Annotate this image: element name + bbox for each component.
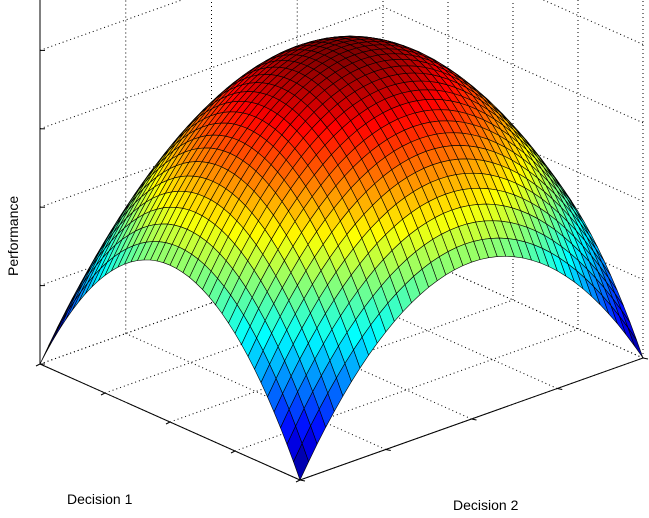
y-tick — [557, 388, 563, 390]
surface-patch — [293, 443, 309, 481]
y-tick — [642, 357, 649, 360]
y-axis-label: Decision 2 — [453, 497, 519, 513]
axis-ticks — [35, 49, 649, 483]
wall-grid-line — [542, 0, 644, 45]
x-tick — [165, 421, 171, 425]
z-axis-label: Performance — [5, 196, 21, 276]
floor-grid-line — [104, 270, 449, 394]
wall-grid-line — [39, 6, 384, 130]
floor-grid-line — [169, 299, 514, 423]
x-axis-label: Decision 1 — [67, 491, 133, 507]
wall-grid-line — [39, 0, 184, 51]
surface-patch — [627, 327, 644, 359]
y-tick — [385, 449, 391, 451]
x-tick — [100, 392, 106, 396]
x-tick — [230, 450, 236, 454]
x-tick — [35, 363, 41, 367]
surface-mesh — [39, 35, 644, 481]
y-tick — [299, 479, 306, 482]
y-tick — [471, 418, 477, 421]
x-tick — [295, 479, 301, 483]
wall-grid-line — [39, 84, 384, 208]
wall-grid-line — [39, 241, 384, 365]
